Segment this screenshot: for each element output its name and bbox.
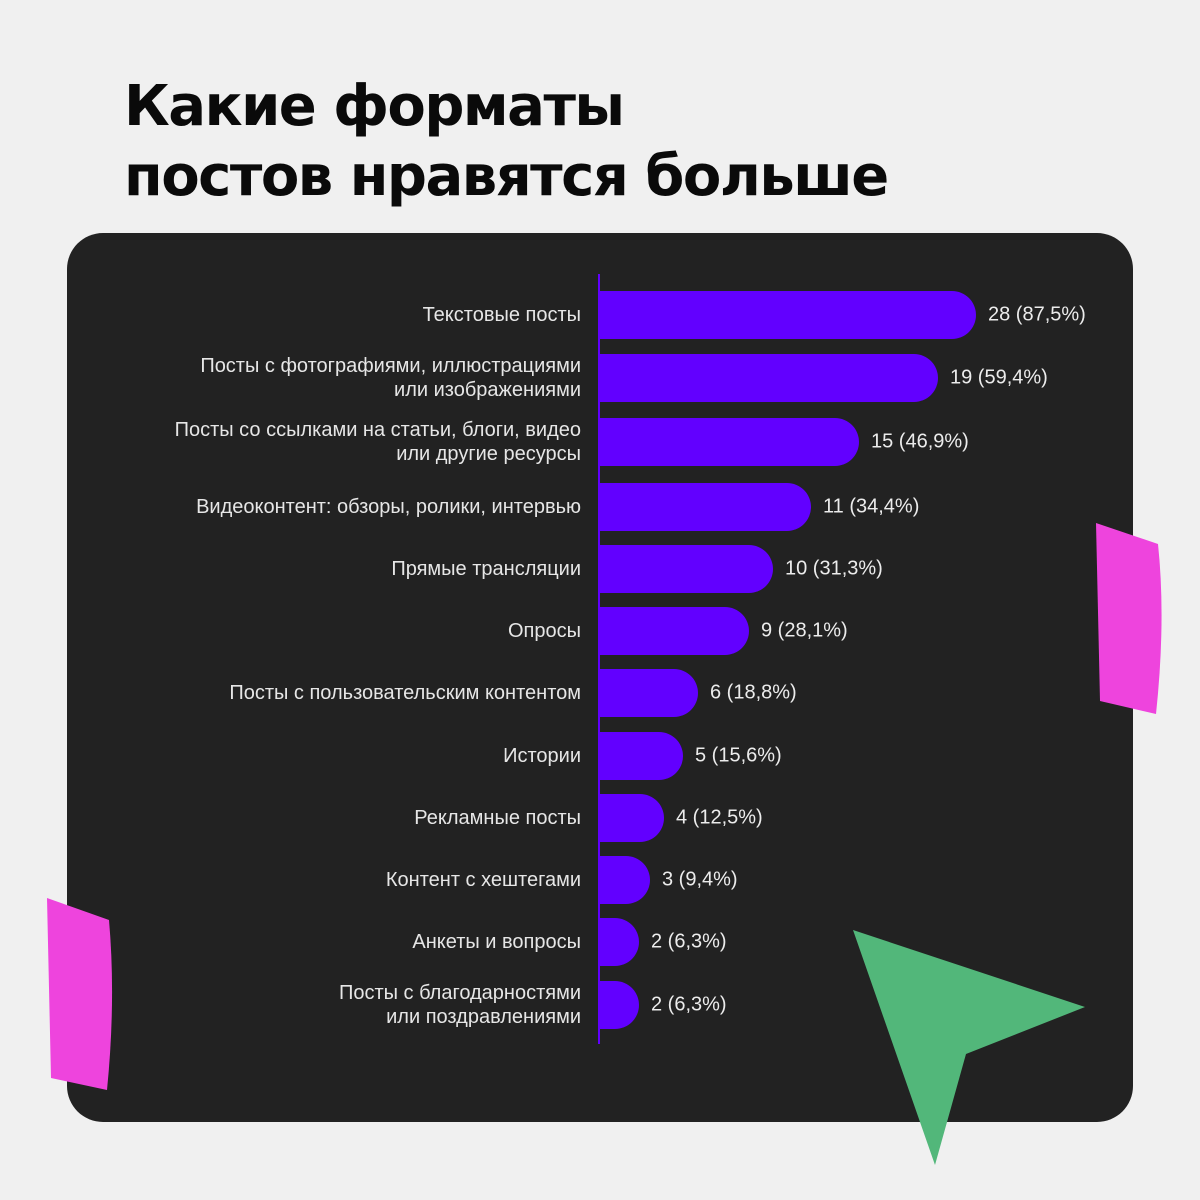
title-line-2: постов нравятся больше	[124, 144, 889, 209]
chart-row: Опросы 9 (28,1%)	[0, 607, 1200, 655]
value-label: 5 (15,6%)	[695, 744, 782, 767]
value-label: 3 (9,4%)	[662, 868, 738, 891]
bar	[600, 607, 749, 655]
value-label: 19 (59,4%)	[950, 366, 1048, 389]
value-label: 15 (46,9%)	[871, 430, 969, 453]
value-label: 2 (6,3%)	[651, 993, 727, 1016]
value-label: 28 (87,5%)	[988, 303, 1086, 326]
value-label: 10 (31,3%)	[785, 557, 883, 580]
bar	[600, 669, 698, 717]
value-label: 11 (34,4%)	[823, 495, 920, 518]
bar	[600, 981, 639, 1029]
chart-row: Анкеты и вопросы 2 (6,3%)	[0, 918, 1200, 966]
category-label: Контент с хештегами	[385, 869, 581, 891]
category-label: Видеоконтент: обзоры, ролики, интервью	[196, 496, 581, 518]
category-label: Посты с пользовательским контентом	[229, 682, 581, 704]
bar	[600, 291, 976, 339]
pink-shape-left-icon	[47, 898, 113, 1090]
value-label: 6 (18,8%)	[710, 681, 797, 704]
category-label: Посты со ссылками на статьи, блоги, виде…	[174, 419, 581, 465]
chart-row: Рекламные посты 4 (12,5%)	[0, 794, 1200, 842]
title-line-1: Какие форматы	[124, 74, 625, 139]
bar	[600, 794, 664, 842]
pink-shape-right-icon	[1096, 523, 1162, 714]
chart-row: Истории 5 (15,6%)	[0, 732, 1200, 780]
category-label: Текстовые посты	[422, 304, 581, 326]
category-label: Опросы	[507, 620, 581, 642]
chart-row: Посты со ссылками на статьи, блоги, виде…	[0, 418, 1200, 466]
bar	[600, 418, 859, 466]
chart-row: Посты с пользовательским контентом 6 (18,…	[0, 669, 1200, 717]
category-label: Прямые трансляции	[391, 558, 581, 580]
chart-row: Посты с фотографиями, иллюстрациями или и…	[0, 354, 1200, 402]
category-label: Рекламные посты	[414, 807, 581, 829]
category-label: Посты с благодарностями или поздравлениям…	[338, 982, 581, 1028]
page-title: Какие форматы постов нравятся больше	[124, 72, 889, 212]
value-label: 2 (6,3%)	[651, 930, 727, 953]
bar	[600, 545, 773, 593]
chart-row: Видеоконтент: обзоры, ролики, интервью 11…	[0, 483, 1200, 531]
bar	[600, 483, 811, 531]
chart-row: Контент с хештегами 3 (9,4%)	[0, 856, 1200, 904]
category-label: Истории	[503, 745, 581, 767]
chart-row: Текстовые посты 28 (87,5%)	[0, 291, 1200, 339]
value-label: 9 (28,1%)	[761, 619, 848, 642]
bar	[600, 918, 639, 966]
chart-row: Посты с благодарностями или поздравлениям…	[0, 981, 1200, 1029]
value-label: 4 (12,5%)	[676, 806, 763, 829]
category-label: Анкеты и вопросы	[412, 931, 581, 953]
category-label: Посты с фотографиями, иллюстрациями или и…	[200, 355, 581, 401]
chart-row: Прямые трансляции 10 (31,3%)	[0, 545, 1200, 593]
chart-axis	[598, 274, 600, 1044]
bar	[600, 732, 683, 780]
green-arrow-icon	[853, 930, 1085, 1165]
bar	[600, 856, 650, 904]
bar	[600, 354, 938, 402]
